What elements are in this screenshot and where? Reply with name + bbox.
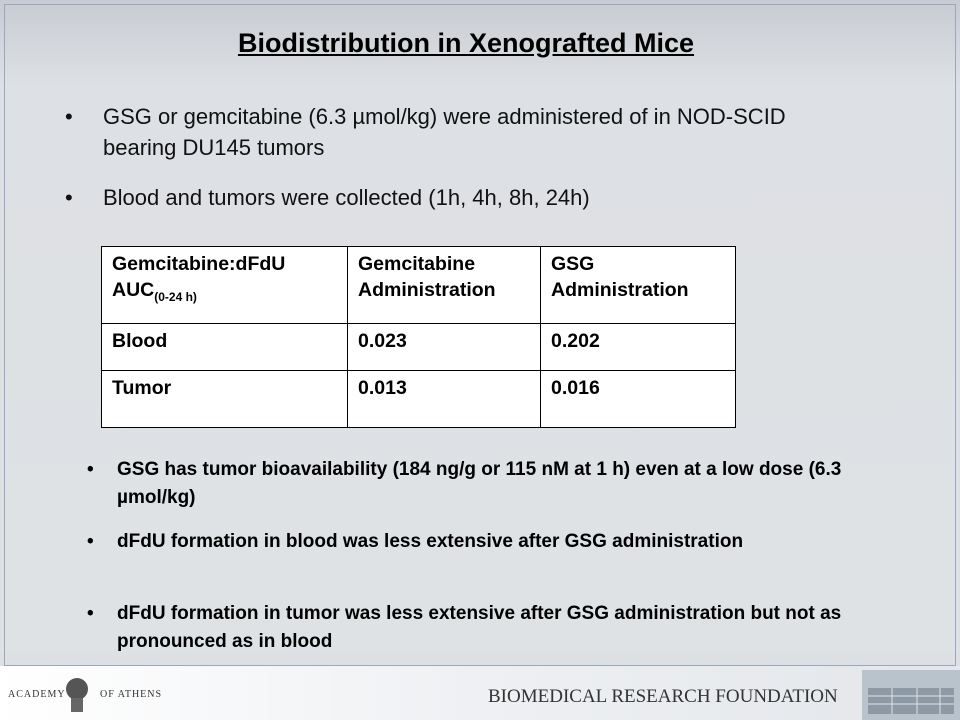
title: Biodistribution in Xenografted Mice [237,28,694,58]
bullet: Blood and tumors were collected (1h, 4h,… [65,182,823,213]
foundation-name: BIOMEDICAL RESEARCH FOUNDATION [488,686,838,707]
cell-subscript: (0-24 h) [154,289,197,304]
finding: GSG has tumor bioavailability (184 ng/g … [87,456,897,512]
finding: dFdU formation in blood was less extensi… [87,528,897,556]
building-image [862,670,960,720]
academy-text: OF ATHENS [100,689,163,700]
finding: dFdU formation in tumor was less extensi… [87,600,897,656]
footer: ACADEMY OF ATHENS BIOMEDICAL RESEARCH FO… [0,666,960,720]
frame [4,4,956,666]
header-cell: Gemcitabine Administration [347,246,541,324]
bullet: GSG or gemcitabine (6.3 µmol/kg) were ad… [65,101,823,163]
header-cell: GSG Administration [540,246,736,324]
academy-text: ACADEMY [8,689,66,700]
cell: Tumor [101,370,348,428]
logo [66,678,88,712]
cell: 0.202 [540,323,736,371]
cell: 0.016 [540,370,736,428]
table: Gemcitabine:dFdU AUC(0-24 h) Gemcitabine… [101,246,736,428]
cell: Blood [101,323,348,371]
header-cell: Gemcitabine:dFdU AUC(0-24 h) [101,246,348,324]
cell-text: Gemcitabine:dFdU AUC [112,253,286,301]
cell: 0.023 [347,323,541,371]
cell: 0.013 [347,370,541,428]
